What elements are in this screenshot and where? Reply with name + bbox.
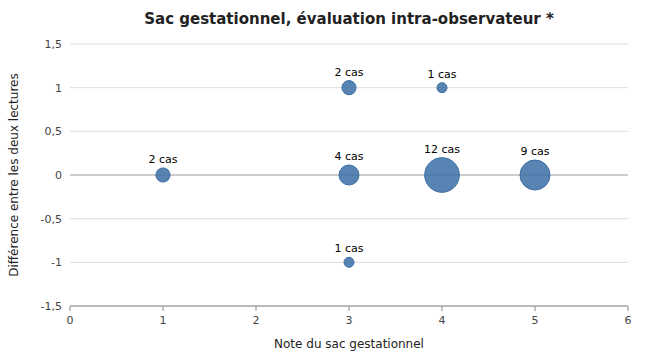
y-tick-label: 1,5 [45, 38, 63, 51]
x-tick [163, 306, 164, 311]
x-tick [256, 306, 257, 311]
annotation: 1 cas [334, 242, 363, 255]
axes: -1,5 -1 -0,5 0 0,5 1 1,5 0 1 2 3 4 5 6 [41, 38, 632, 327]
bubble [425, 158, 460, 193]
x-tick-label: 4 [439, 314, 446, 327]
annotation: 1 cas [427, 68, 456, 81]
y-tick-label: 0 [55, 169, 62, 182]
bubble [344, 257, 354, 267]
points [156, 81, 550, 268]
annotations: 2 cas 2 cas 1 cas 4 cas 12 cas 9 cas 1 cas [148, 66, 549, 256]
x-tick-label: 3 [346, 314, 353, 327]
x-tick-label: 2 [253, 314, 260, 327]
x-axis-label: Note du sac gestationnel [274, 337, 424, 351]
y-tick-label: -1 [51, 256, 62, 269]
annotation: 9 cas [520, 145, 549, 158]
grid-line [70, 218, 628, 219]
x-tick-label: 0 [67, 314, 74, 327]
y-tick-label: 0,5 [45, 125, 63, 138]
x-tick [442, 306, 443, 311]
x-tick [628, 306, 629, 311]
bubble [520, 160, 550, 190]
annotation: 4 cas [334, 150, 363, 163]
x-tick [349, 306, 350, 311]
annotation: 2 cas [334, 66, 363, 79]
x-tick-label: 5 [532, 314, 539, 327]
x-tick [535, 306, 536, 311]
x-tick [70, 306, 71, 311]
title: Sac gestationnel, évaluation intra-obser… [144, 10, 554, 28]
x-tick-label: 1 [160, 314, 167, 327]
bubble [156, 168, 170, 182]
bubble [437, 83, 447, 93]
y-tick-label: 1 [55, 82, 62, 95]
annotation: 2 cas [148, 153, 177, 166]
y-tick-label: -0,5 [41, 213, 62, 226]
x-tick-label: 6 [625, 314, 632, 327]
y-tick-label: -1,5 [41, 300, 62, 313]
bubble [342, 81, 356, 95]
annotation: 12 cas [424, 143, 460, 156]
grid-line [70, 131, 628, 132]
grid-line [70, 44, 628, 45]
y-axis-label: Différence entre les deux lectures [7, 73, 21, 276]
bubble [339, 165, 359, 185]
chart: Sac gestationnel, évaluation intra-obser… [0, 0, 652, 358]
